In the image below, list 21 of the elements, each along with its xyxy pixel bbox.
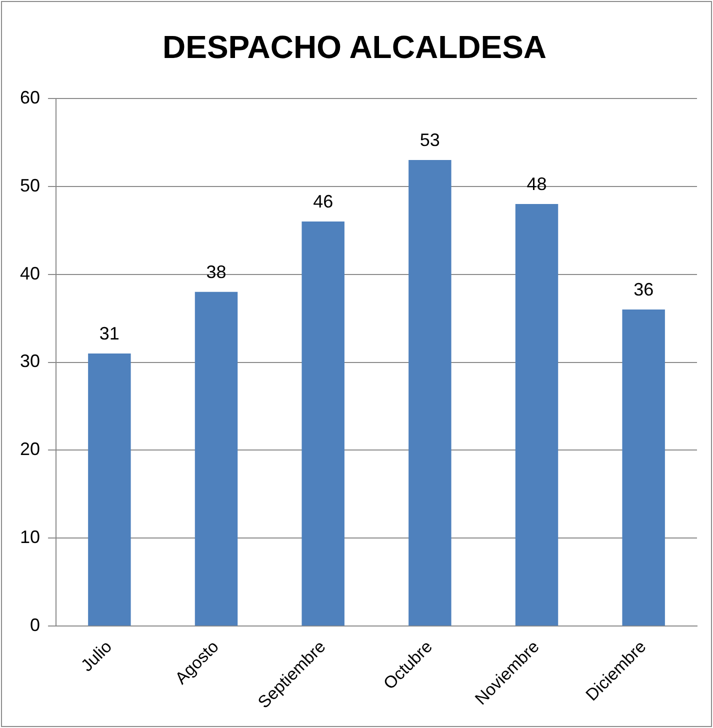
chart-title: DESPACHO ALCALDESA xyxy=(162,29,547,66)
y-tick-label: 40 xyxy=(20,263,40,284)
y-tick-label: 0 xyxy=(30,615,40,636)
data-label: 46 xyxy=(313,192,334,212)
data-label: 36 xyxy=(634,279,654,300)
data-label: 31 xyxy=(99,323,120,344)
bar xyxy=(88,353,131,626)
bar xyxy=(515,204,558,626)
bar xyxy=(194,292,238,626)
data-label: 48 xyxy=(526,174,547,194)
y-tick-label: 30 xyxy=(20,351,40,372)
x-tick-label: Julio xyxy=(77,637,116,676)
y-tick-label: 10 xyxy=(20,527,40,548)
bar xyxy=(302,222,344,626)
data-label: 53 xyxy=(420,130,440,150)
y-tick-label: 60 xyxy=(20,87,40,108)
bar xyxy=(408,160,452,626)
y-tick-label: 50 xyxy=(20,175,40,196)
y-tick-label: 20 xyxy=(20,439,40,460)
data-label: 38 xyxy=(206,262,226,282)
bar xyxy=(622,309,665,626)
